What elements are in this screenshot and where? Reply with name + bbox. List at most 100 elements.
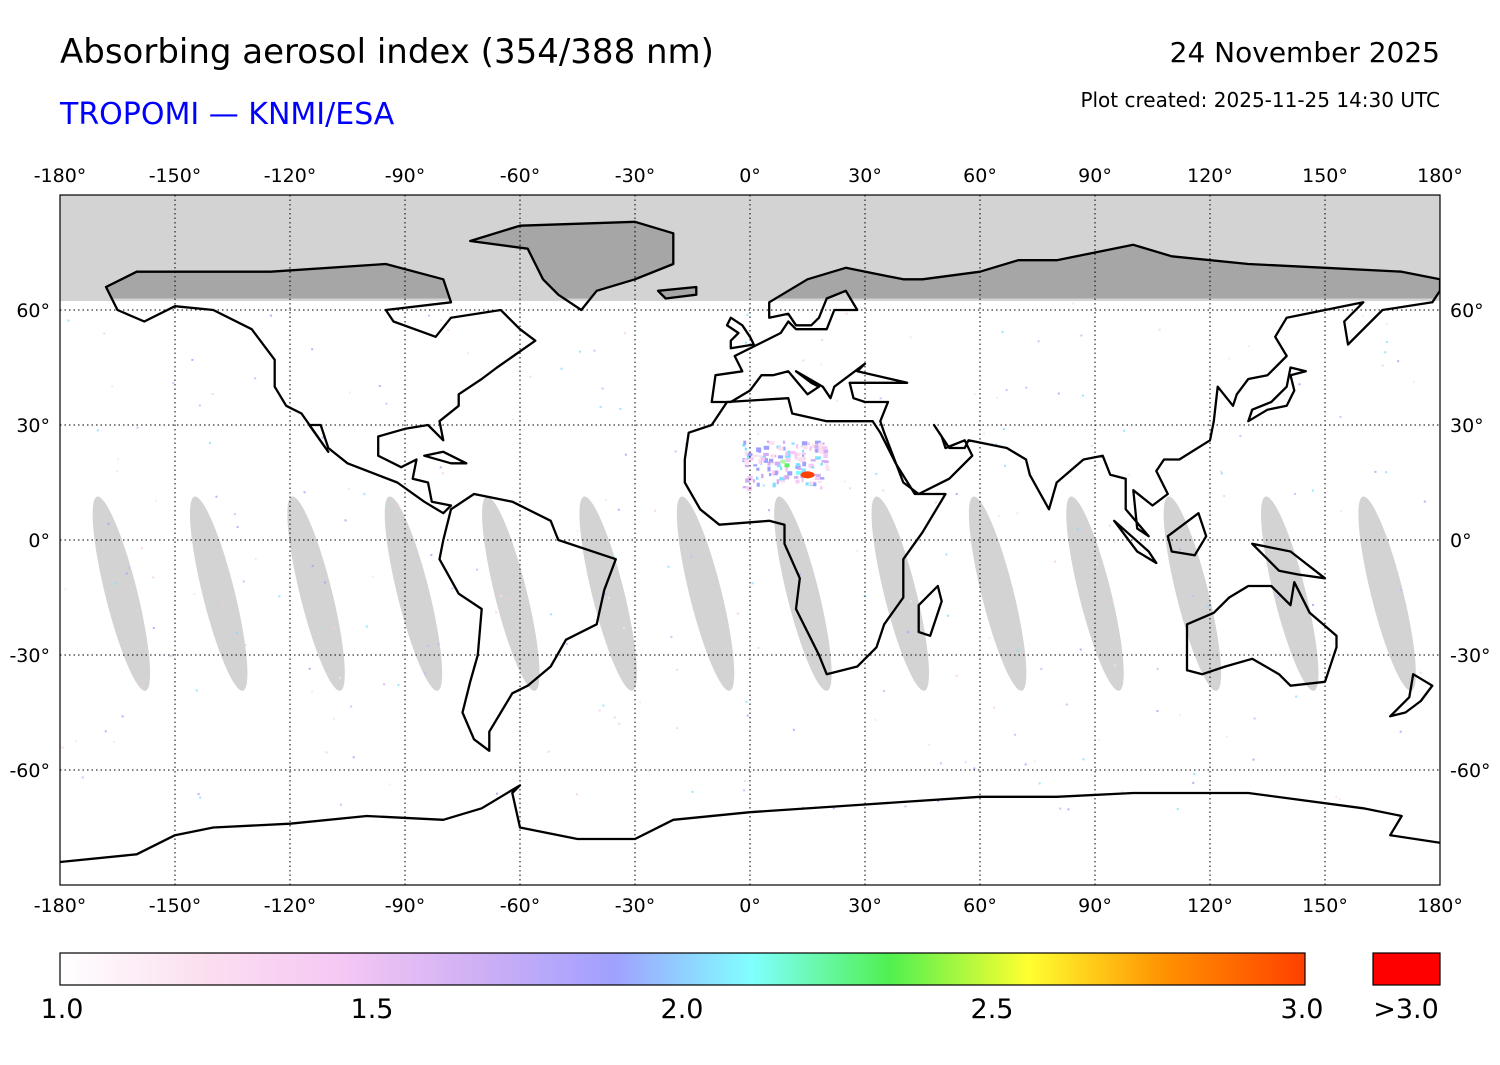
aerosol-pixel bbox=[772, 482, 776, 488]
map-title: Absorbing aerosol index (354/388 nm) bbox=[60, 32, 714, 72]
colorbar-tick: 3.0 bbox=[1280, 994, 1324, 1025]
aerosol-pixel bbox=[789, 450, 796, 455]
aerosol-pixel bbox=[779, 477, 784, 481]
lat-tick-right: 30° bbox=[1450, 415, 1484, 437]
aerosol-pixel bbox=[339, 803, 342, 806]
aerosol-pixel bbox=[742, 443, 746, 447]
aerosol-pixel bbox=[560, 367, 563, 370]
lon-tick-top: 120° bbox=[1187, 165, 1233, 187]
aerosol-pixel bbox=[800, 445, 804, 448]
lon-tick-bottom: 60° bbox=[963, 895, 997, 917]
aerosol-pixel bbox=[1385, 322, 1388, 325]
aerosol-pixel bbox=[136, 609, 139, 612]
lon-tick-bottom: -120° bbox=[264, 895, 317, 917]
aerosol-pixel bbox=[802, 359, 805, 362]
aerosol-pixel bbox=[1076, 528, 1079, 531]
aerosol-pixel bbox=[750, 457, 754, 461]
aerosol-pixel bbox=[1108, 524, 1111, 527]
aerosol-pixel bbox=[575, 793, 578, 796]
aerosol-hotspot bbox=[800, 471, 815, 479]
aerosol-pixel bbox=[807, 442, 810, 446]
aerosol-pixel bbox=[1067, 808, 1070, 811]
aerosol-pixel bbox=[772, 470, 776, 475]
aerosol-pixel bbox=[805, 482, 809, 486]
colorbar-tick: 2.5 bbox=[970, 994, 1014, 1025]
aerosol-pixel bbox=[1113, 540, 1116, 543]
aerosol-pixel bbox=[757, 646, 760, 649]
aerosol-pixel bbox=[1080, 334, 1083, 337]
aerosol-pixel bbox=[1128, 473, 1131, 476]
coastline-eurasia bbox=[710, 243, 1440, 538]
aerosol-pixel bbox=[602, 704, 605, 707]
aerosol-pixel bbox=[824, 460, 829, 464]
lon-tick-top: 30° bbox=[848, 165, 882, 187]
aerosol-pixel bbox=[825, 466, 830, 472]
aerosol-pixel bbox=[746, 714, 749, 717]
aerosol-pixel bbox=[823, 453, 828, 459]
aerosol-pixel bbox=[198, 404, 201, 407]
aerosol-pixel bbox=[1098, 738, 1101, 741]
aerosol-pixel bbox=[753, 454, 759, 457]
aerosol-pixel bbox=[1335, 796, 1338, 799]
aerosol-pixel bbox=[794, 452, 801, 457]
aerosol-pixel bbox=[557, 536, 560, 539]
aerosol-pixel bbox=[311, 564, 314, 567]
aerosol-pixel bbox=[1016, 512, 1019, 515]
aerosol-pixel bbox=[1419, 671, 1422, 674]
aerosol-pixel bbox=[136, 426, 139, 429]
coastline-japan bbox=[1247, 366, 1307, 423]
aerosol-pixel bbox=[172, 382, 175, 385]
data-source-label: TROPOMI — KNMI/ESA bbox=[60, 97, 395, 132]
aerosol-pixel bbox=[622, 626, 625, 629]
aerosol-pixel bbox=[619, 407, 622, 410]
aerosol-pixel bbox=[127, 566, 130, 569]
aerosol-pixel bbox=[818, 442, 822, 448]
aerosol-pixel bbox=[983, 432, 986, 435]
aerosol-pixel bbox=[756, 482, 760, 487]
coastline-greenland bbox=[469, 220, 675, 312]
aerosol-pixel bbox=[691, 790, 694, 793]
aerosol-pixel bbox=[1239, 435, 1242, 438]
aerosol-pixel bbox=[529, 375, 532, 378]
aerosol-pixel bbox=[751, 582, 754, 585]
polar-land bbox=[470, 221, 674, 299]
aerosol-pixel bbox=[802, 449, 805, 453]
coastline-iceland bbox=[656, 285, 698, 300]
aerosol-pixel bbox=[476, 568, 479, 571]
no-data-swath bbox=[579, 496, 637, 691]
aerosol-pixel bbox=[945, 553, 948, 556]
aerosol-pixel bbox=[427, 645, 430, 648]
aerosol-pixel bbox=[782, 440, 786, 444]
aerosol-pixel bbox=[1004, 464, 1007, 467]
aerosol-pixel bbox=[746, 486, 753, 491]
aerosol-pixel bbox=[674, 450, 677, 453]
lon-tick-top: -60° bbox=[500, 165, 541, 187]
aerosol-pixel bbox=[1057, 392, 1060, 395]
aerosol-pixel bbox=[758, 459, 762, 464]
aerosol-pixel bbox=[1037, 340, 1040, 343]
plot-created-timestamp: Plot created: 2025-11-25 14:30 UTC bbox=[1080, 88, 1440, 112]
aerosol-pixel bbox=[875, 472, 878, 475]
lon-tick-bottom: -90° bbox=[385, 895, 426, 917]
aerosol-pixel bbox=[441, 472, 444, 475]
coastline-borneo bbox=[1166, 512, 1208, 557]
aerosol-pixel bbox=[849, 487, 852, 490]
lat-tick-left: -30° bbox=[9, 645, 50, 667]
aerosol-pixel bbox=[1016, 649, 1019, 652]
aerosol-pixel bbox=[973, 393, 976, 396]
lon-tick-top: 90° bbox=[1078, 165, 1112, 187]
lon-tick-top: 60° bbox=[963, 165, 997, 187]
aerosol-pixel bbox=[940, 762, 943, 765]
aerosol-pixel bbox=[821, 446, 828, 450]
aerosol-pixel bbox=[612, 556, 615, 559]
aerosol-pixel bbox=[820, 363, 823, 366]
aerosol-pixel bbox=[339, 677, 342, 680]
aerosol-pixel bbox=[169, 654, 172, 657]
aerosol-pixel bbox=[821, 460, 826, 463]
aerosol-pixel bbox=[794, 457, 800, 461]
aerosol-pixel bbox=[779, 480, 785, 483]
aerosol-pixel bbox=[796, 471, 801, 475]
aerosol-pixel bbox=[116, 470, 119, 473]
aerosol-pixel bbox=[363, 493, 366, 496]
aerosol-pixel bbox=[813, 482, 817, 487]
